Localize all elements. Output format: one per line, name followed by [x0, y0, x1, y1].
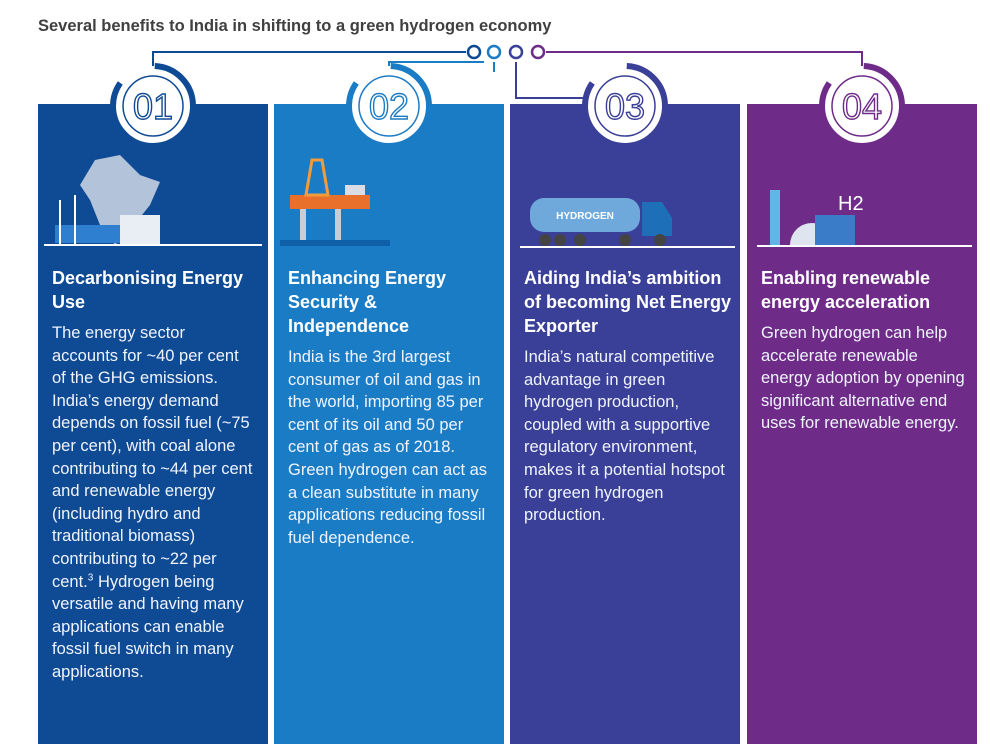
card-body: The energy sector accounts for ~40 per c…	[52, 322, 254, 684]
card-heading: Enhancing Energy Security & Independence	[288, 268, 447, 336]
illustration-2	[280, 158, 390, 246]
card-heading: Enabling renewable energy acceleration	[761, 268, 931, 312]
badge-inner	[122, 75, 184, 137]
footnote: 3	[87, 572, 94, 584]
tank-label: HYDROGEN	[556, 211, 614, 222]
badge-inner	[358, 75, 420, 137]
connector-dots	[466, 44, 546, 60]
card-body: Green hydrogen can help accelerate renew…	[761, 324, 965, 433]
badge-number: 02	[369, 86, 409, 127]
connectors	[152, 51, 863, 99]
illustration-1	[44, 155, 262, 246]
body-text: Hydrogen being versatile and having many…	[52, 572, 244, 681]
h2-label: H2	[838, 193, 864, 215]
card-body: India’s natural competitive advantage in…	[524, 348, 725, 525]
card-body: India is the 3rd largest consumer of oil…	[288, 348, 488, 547]
card-heading: Decarbonising Energy Use	[52, 268, 244, 312]
card-heading: Aiding India’s ambition of becoming Net …	[524, 268, 732, 336]
badge-number: 04	[842, 86, 882, 127]
card: Enabling renewable energy acceleration G…	[747, 104, 977, 744]
body-text: The energy sector accounts for ~40 per c…	[52, 324, 253, 591]
illustration-4: H2	[757, 190, 972, 247]
badge-number: 01	[133, 86, 173, 127]
illustration-3: HYDROGEN	[520, 198, 735, 248]
card: Decarbonising Energy Use The energy sect…	[38, 104, 268, 744]
badge-inner	[594, 75, 656, 137]
badge-inner	[831, 75, 893, 137]
badge-number: 03	[605, 86, 645, 127]
title: Several benefits to India in shifting to…	[38, 17, 552, 35]
card: Enhancing Energy Security & Independence…	[274, 104, 504, 744]
